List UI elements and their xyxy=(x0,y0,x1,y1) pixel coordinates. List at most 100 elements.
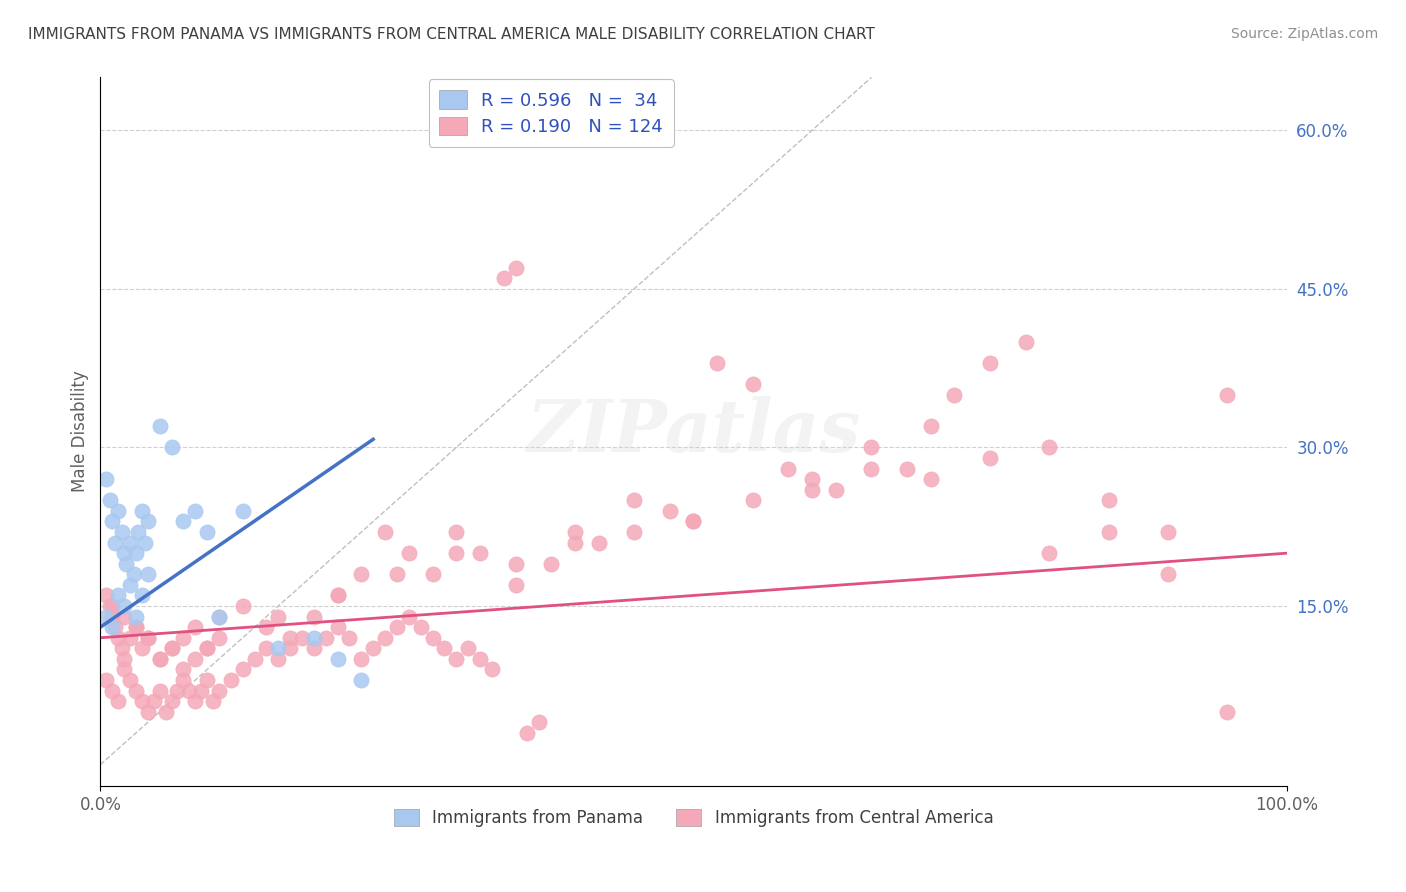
Point xyxy=(682,515,704,529)
Point xyxy=(131,694,153,708)
Point xyxy=(172,663,194,677)
Point xyxy=(232,504,254,518)
Point xyxy=(202,694,225,708)
Point xyxy=(278,641,301,656)
Point xyxy=(979,451,1001,466)
Point xyxy=(122,567,145,582)
Point xyxy=(96,589,118,603)
Point xyxy=(326,652,349,666)
Point xyxy=(184,620,207,634)
Point xyxy=(142,694,165,708)
Point xyxy=(134,535,156,549)
Point xyxy=(96,472,118,486)
Point xyxy=(741,377,763,392)
Point xyxy=(107,631,129,645)
Point xyxy=(149,419,172,434)
Point xyxy=(979,356,1001,370)
Point xyxy=(350,673,373,687)
Point xyxy=(385,567,408,582)
Point xyxy=(801,483,824,497)
Point xyxy=(824,483,846,497)
Point xyxy=(860,441,883,455)
Point xyxy=(1216,705,1239,719)
Point xyxy=(920,419,942,434)
Point xyxy=(943,387,966,401)
Point xyxy=(115,557,138,571)
Point xyxy=(136,631,159,645)
Text: Source: ZipAtlas.com: Source: ZipAtlas.com xyxy=(1230,27,1378,41)
Point xyxy=(588,535,610,549)
Point xyxy=(172,673,194,687)
Point xyxy=(302,609,325,624)
Point xyxy=(112,652,135,666)
Point xyxy=(111,641,134,656)
Point xyxy=(232,599,254,613)
Point xyxy=(118,631,141,645)
Point xyxy=(444,652,467,666)
Point xyxy=(208,609,231,624)
Point xyxy=(243,652,266,666)
Point xyxy=(111,524,134,539)
Point xyxy=(516,726,538,740)
Point xyxy=(107,694,129,708)
Point xyxy=(422,567,444,582)
Point xyxy=(195,673,218,687)
Point xyxy=(195,524,218,539)
Point xyxy=(896,461,918,475)
Point xyxy=(160,641,183,656)
Point xyxy=(101,620,124,634)
Point xyxy=(326,589,349,603)
Point xyxy=(184,652,207,666)
Point xyxy=(103,620,125,634)
Point xyxy=(118,535,141,549)
Point xyxy=(118,578,141,592)
Point xyxy=(398,609,420,624)
Point xyxy=(564,524,586,539)
Point xyxy=(149,683,172,698)
Point xyxy=(101,599,124,613)
Point xyxy=(385,620,408,634)
Point xyxy=(623,524,645,539)
Point xyxy=(1157,524,1180,539)
Point xyxy=(278,631,301,645)
Point xyxy=(112,599,135,613)
Point xyxy=(160,441,183,455)
Point xyxy=(505,260,527,275)
Point xyxy=(1014,334,1036,349)
Point xyxy=(125,609,148,624)
Point xyxy=(1157,567,1180,582)
Point xyxy=(208,683,231,698)
Point xyxy=(540,557,562,571)
Point xyxy=(190,683,212,698)
Point xyxy=(741,493,763,508)
Point xyxy=(444,524,467,539)
Point xyxy=(149,652,172,666)
Point xyxy=(433,641,456,656)
Point xyxy=(326,620,349,634)
Point xyxy=(361,641,384,656)
Point xyxy=(112,609,135,624)
Point xyxy=(505,557,527,571)
Point xyxy=(131,504,153,518)
Point xyxy=(149,652,172,666)
Point xyxy=(481,663,503,677)
Point xyxy=(107,589,129,603)
Point xyxy=(564,535,586,549)
Point xyxy=(302,641,325,656)
Point xyxy=(125,683,148,698)
Point xyxy=(160,694,183,708)
Point xyxy=(302,631,325,645)
Point xyxy=(172,515,194,529)
Point xyxy=(160,641,183,656)
Point xyxy=(131,589,153,603)
Point xyxy=(267,641,290,656)
Point xyxy=(658,504,681,518)
Legend: Immigrants from Panama, Immigrants from Central America: Immigrants from Panama, Immigrants from … xyxy=(387,803,1000,834)
Point xyxy=(505,578,527,592)
Point xyxy=(101,515,124,529)
Point xyxy=(920,472,942,486)
Text: ZIPatlas: ZIPatlas xyxy=(526,396,860,467)
Point xyxy=(315,631,337,645)
Point xyxy=(706,356,728,370)
Point xyxy=(166,683,188,698)
